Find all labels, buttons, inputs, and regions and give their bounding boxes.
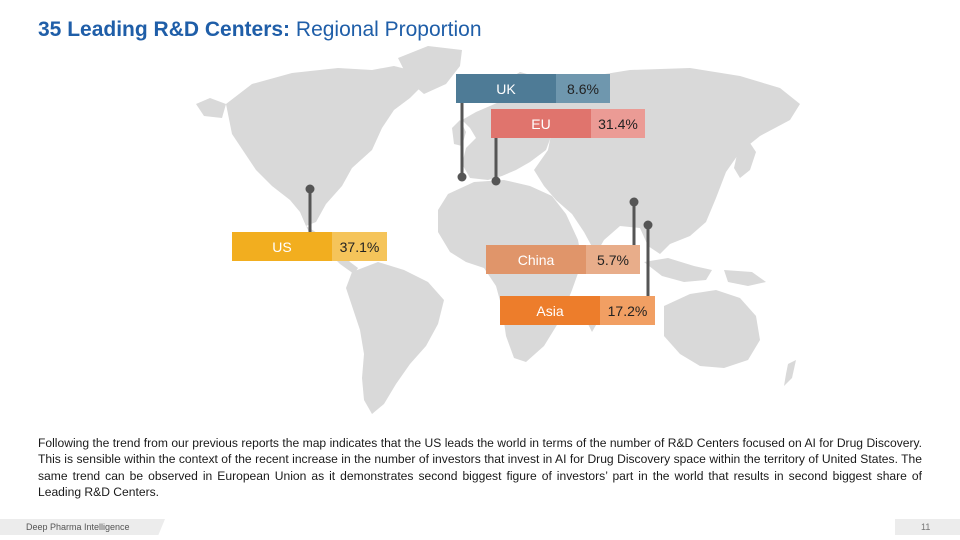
pin-china — [629, 197, 639, 207]
description-text: Following the trend from our previous re… — [38, 436, 922, 499]
landmass-alaska — [196, 98, 226, 118]
label-us-region: US — [232, 232, 332, 261]
label-uk: UK 8.6% — [456, 74, 610, 103]
label-eu-region: EU — [491, 109, 591, 138]
landmass-indonesia — [644, 258, 712, 282]
label-us: US 37.1% — [232, 232, 387, 261]
location-pins — [305, 172, 653, 230]
footer-brand: Deep Pharma Intelligence — [26, 522, 130, 532]
pin-uk — [457, 172, 467, 182]
footer-band-right — [895, 519, 960, 535]
leader-lines — [308, 102, 650, 296]
landmass-north-america — [226, 66, 424, 226]
label-china: China 5.7% — [486, 245, 640, 274]
landmass-new-guinea — [724, 270, 766, 286]
label-eu: EU 31.4% — [491, 109, 645, 138]
label-eu-value: 31.4% — [591, 109, 645, 138]
label-china-value: 5.7% — [586, 245, 640, 274]
landmass-australia — [664, 290, 760, 368]
footer-band — [0, 519, 165, 535]
label-uk-value: 8.6% — [556, 74, 610, 103]
title-regular: Regional Proportion — [290, 18, 482, 41]
page-number: 11 — [921, 522, 931, 532]
landmass-britain — [452, 120, 466, 146]
pin-eu — [491, 176, 501, 186]
page-title: 35 Leading R&D Centers: Regional Proport… — [38, 18, 482, 42]
landmass-south-america — [346, 262, 444, 414]
pin-us — [305, 184, 315, 194]
label-asia-region: Asia — [500, 296, 600, 325]
label-china-region: China — [486, 245, 586, 274]
landmass-greenland — [398, 46, 462, 94]
label-uk-region: UK — [456, 74, 556, 103]
landmass-new-zealand — [784, 360, 796, 386]
pin-asia — [643, 220, 653, 230]
title-bold: 35 Leading R&D Centers: — [38, 18, 291, 41]
label-asia: Asia 17.2% — [500, 296, 655, 325]
landmass-japan — [734, 140, 756, 178]
label-us-value: 37.1% — [332, 232, 387, 261]
label-asia-value: 17.2% — [600, 296, 655, 325]
